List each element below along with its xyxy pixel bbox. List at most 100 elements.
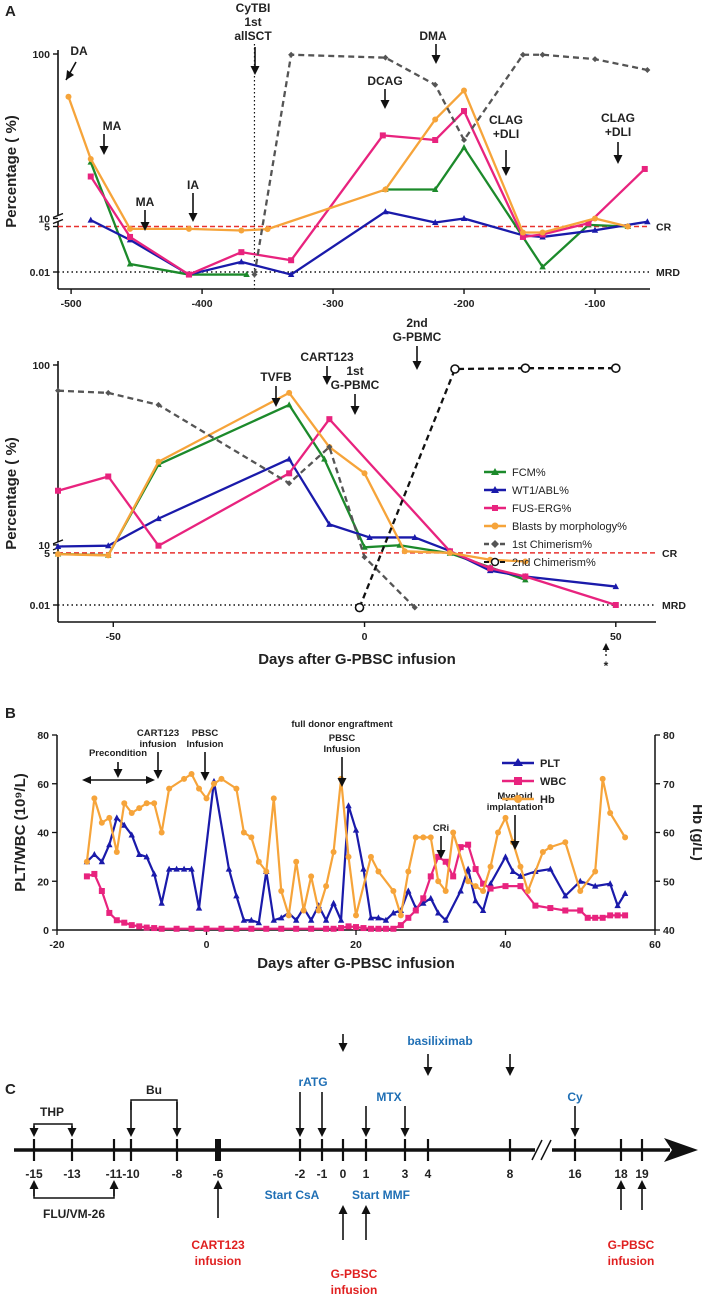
b-anno-cri: CRi [433,823,449,834]
series-5-point [288,51,295,58]
series-4-point [286,480,293,487]
series-2-point [460,215,468,221]
b-series-0-point [405,887,412,894]
b-series-0-point [136,850,143,857]
b-series-2-point [577,888,584,894]
b-series-1-point [367,925,374,932]
b-series-1-point [83,873,90,880]
drug-bu-arrow-start-head [126,1128,136,1137]
b-series-1-point [128,922,135,929]
gpbsc2-arrow-2-head [637,1180,647,1189]
series-5-point [432,81,439,88]
b-series-0-point [188,865,195,872]
series-4-point [624,223,631,230]
b-series-0-point [442,916,449,923]
b-series-2-point [113,849,120,855]
gpbsc2-line1: G-PBSC [608,1238,655,1252]
vline-label-line3: allSCT [234,29,272,43]
b-series-1-point [420,895,427,902]
drug-mtx-label: MTX [376,1090,401,1104]
legend-b-plt-label: PLT [540,758,560,770]
b-series-0-point [330,899,337,906]
series-4-point [238,227,245,234]
b-series-1-point [397,922,404,929]
timeline-tick-label: -8 [172,1167,183,1181]
series-4-point [361,554,368,561]
panel-letter-c: C [5,1081,16,1098]
b-series-2-point [353,912,359,919]
b-series-0-point [98,858,106,865]
drug-ratg-label: rATG [298,1075,327,1089]
axis-break-1 [52,539,64,545]
vline-label-line2: 1st [244,15,261,29]
series-0-point [321,455,328,462]
b-series-0-point [240,916,248,923]
b-series-1-point [547,905,554,912]
b-series-1-point [173,925,180,932]
b-series-2-point [166,785,173,792]
series-line-4 [57,389,416,609]
b-series-2-point [562,839,569,846]
series-2-point [382,208,389,215]
b-series-1-point [151,925,158,932]
series-line-0 [89,161,247,276]
x-tick-label: -400 [192,298,213,310]
series-1-point [155,515,162,522]
drug-bu-bracket [130,1099,178,1110]
series-0-point [285,401,293,408]
timeline-tick-label: 0 [340,1167,347,1181]
x-tick-label: -200 [454,298,475,310]
b-myeloid-arrow-head [510,841,520,850]
b-series-2-point [151,800,158,807]
timeline-tick-label: -6 [213,1167,224,1181]
b-series-0-point [502,853,509,860]
cart-infusion-line2: infusion [195,1254,242,1268]
b-series-1-point [188,925,195,932]
drug-thp-label: THP [40,1105,64,1119]
b-series-2-point [435,878,442,885]
legend-a2-chim1-label: 1st Chimerism% [512,539,592,551]
timeline-tick-label: -2 [295,1167,306,1181]
series-2-point [286,470,293,477]
b-series-2-point [308,873,315,880]
b-series-0-point [150,870,158,877]
b-series-1-point [360,925,367,932]
b-series-2-point [181,775,188,782]
b-series-2-point [248,834,255,841]
b-series-2-point [405,868,412,875]
b-series-0-point [472,897,479,904]
b-series-0-point [375,914,382,921]
x-tick-label: -50 [106,631,121,643]
ref-line-label-mrd: MRD [656,267,680,279]
b-anno-cart-l2: infusion [140,739,177,750]
timeline-arrowhead [664,1138,698,1162]
b-series-1-point [607,912,614,919]
b-series-0-point [547,865,554,872]
b-series-2-point [524,888,531,894]
series-5-point [461,137,468,144]
series-1-point [105,542,112,549]
series-4-point [591,215,598,222]
b-cri-arrow-head [436,850,446,859]
b-series-2-point [420,834,427,841]
b-anno-pbsc1-l1: PBSC [192,728,219,739]
gpbsc2-arrow-1-head [616,1180,626,1189]
panel-letter-a: A [5,3,16,20]
b-series-2-point [158,829,165,836]
b-series-0-point [367,914,375,921]
series-line-5 [253,53,648,275]
b-series-2-point [472,883,479,890]
legend-a2-fus: FUS-ERG% [484,503,572,515]
drug-flu-label: FLU/VM-26 [43,1207,105,1221]
b-series-2-point [233,785,240,792]
timeline-tick-label: -11 [106,1167,123,1181]
annotation-arrow-head [322,376,332,385]
b-series-0-point [606,880,614,887]
cart-infusion-arrow-head [213,1180,223,1189]
series-0-point [361,543,368,550]
series-3-point [522,558,529,565]
asterisk-arrow-head [602,643,610,650]
b-series-1-point [614,912,621,919]
asterisk-label: * [604,659,609,673]
b-series-0-point [509,868,517,874]
